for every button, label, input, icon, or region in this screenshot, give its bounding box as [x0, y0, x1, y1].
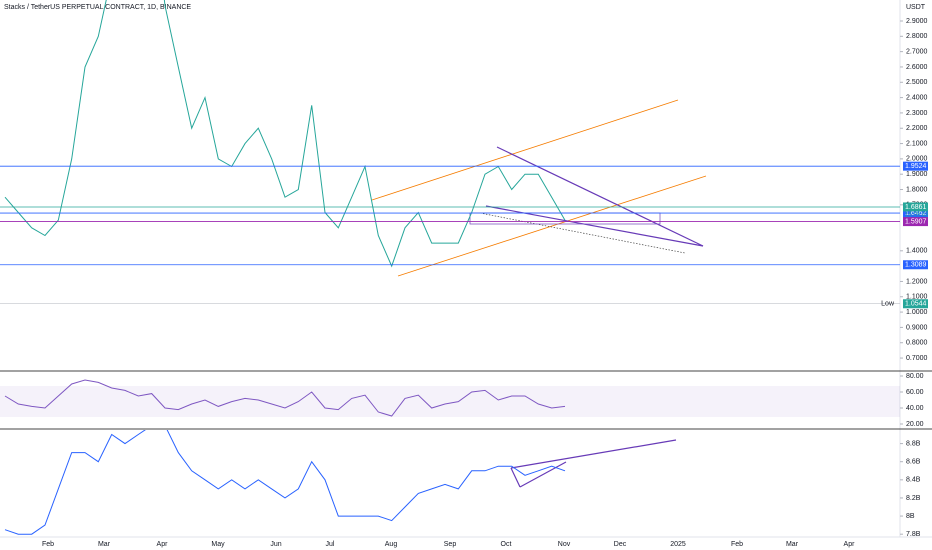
time-label: Sep: [444, 541, 457, 548]
y-tick-label: 8.2B: [906, 495, 921, 502]
y-tick-label: 80.00: [906, 373, 924, 380]
y-tick-label: 0.7000: [906, 355, 928, 362]
time-label: 2025: [670, 541, 686, 548]
time-label: Feb: [731, 541, 743, 548]
obv-wedge: [519, 461, 567, 488]
time-label: Jun: [270, 541, 281, 548]
price-tag: [903, 260, 928, 270]
channel-line: [397, 175, 707, 277]
time-label: Dec: [614, 541, 627, 548]
time-label: Nov: [558, 541, 571, 548]
low-name: Low: [881, 301, 895, 308]
price-tag: [903, 208, 928, 218]
y-tick-label: 1.0000: [906, 309, 928, 316]
channel-line: [371, 99, 679, 201]
y-tick-label: 1.9000: [906, 171, 928, 178]
price-tag: [903, 161, 928, 171]
y-tick-label: 2.5000: [906, 79, 928, 86]
y-tick-label: 8.6B: [906, 459, 921, 466]
obv-wedge: [510, 439, 677, 469]
y-tick-label: 8.4B: [906, 477, 921, 484]
time-label: Mar: [786, 541, 799, 548]
y-tick-label: 2.0000: [906, 156, 928, 163]
wedge-line: [496, 146, 704, 247]
time-label: Apr: [157, 541, 169, 548]
price-tag-label: 1.6462: [905, 210, 927, 217]
obv-wedge: [510, 467, 521, 488]
y-tick-label: 2.1000: [906, 140, 928, 147]
y-tick-label: 0.8000: [906, 340, 928, 347]
time-label: Oct: [501, 541, 512, 548]
time-label: Apr: [844, 541, 856, 548]
y-tick-label: 8B: [906, 513, 915, 520]
time-label: Aug: [385, 541, 398, 548]
price-tag-label: 1.9524: [905, 163, 927, 170]
low-tag: [903, 299, 928, 309]
time-label: Mar: [98, 541, 111, 548]
series-line: [4, 430, 566, 535]
y-tick-label: 2.9000: [906, 18, 928, 25]
y-tick-label: 20.00: [906, 421, 924, 428]
y-tick-label: 2.6000: [906, 64, 928, 71]
time-label: Jul: [326, 541, 335, 548]
time-label: Feb: [42, 541, 54, 548]
series-line: [4, 379, 566, 417]
rsi-band: [0, 386, 900, 417]
price-tag: [903, 202, 928, 212]
price-tag-label: 1.6861: [905, 204, 927, 211]
price-tag-label: 1.3089: [905, 262, 927, 269]
y-tick-label: 2.2000: [906, 125, 928, 132]
drawings: [371, 99, 707, 488]
y-tick-label: 7.8B: [906, 531, 921, 538]
y-tick-label: 2.4000: [906, 94, 928, 101]
price-tag: [903, 217, 928, 227]
series-line: [4, 0, 566, 268]
dotted-line: [479, 212, 686, 254]
y-tick-label: 0.9000: [906, 324, 928, 331]
y-tick-label: 1.4000: [906, 248, 928, 255]
chart-title: Stacks / TetherUS PERPETUAL CONTRACT, 1D…: [4, 4, 191, 11]
price-tag-label: 1.5907: [905, 218, 927, 225]
y-tick-label: 40.00: [906, 405, 924, 412]
low-label: 1.0544: [905, 301, 927, 308]
y-tick-label: 2.8000: [906, 33, 928, 40]
y-tick-label: 1.2000: [906, 278, 928, 285]
y-tick-label: 2.7000: [906, 48, 928, 55]
y-tick-label: 60.00: [906, 389, 924, 396]
countdown: 16:09:43: [905, 213, 929, 219]
y-tick-label: 1.8000: [906, 186, 928, 193]
y-tick-label: 2.3000: [906, 110, 928, 117]
time-label: May: [211, 541, 225, 548]
y-tick-label: 1.1000: [906, 294, 928, 301]
y-tick-label: 8.8B: [906, 440, 921, 447]
currency-label: USDT: [906, 4, 926, 11]
